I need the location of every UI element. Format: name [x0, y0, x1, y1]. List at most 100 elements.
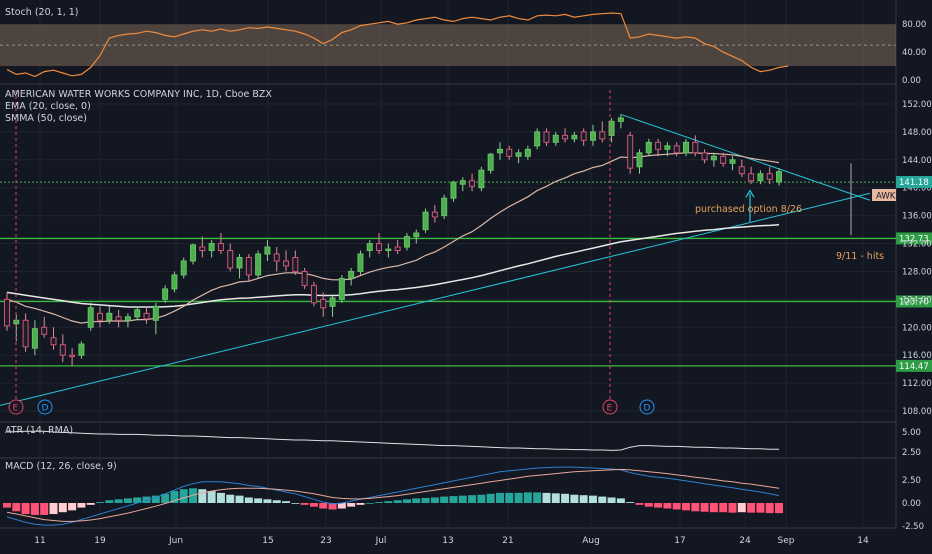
chart-title: AMERICAN WATER WORKS COMPANY INC, 1D, Cb…: [5, 89, 272, 100]
macd-histogram-bar: [598, 496, 607, 503]
macd-histogram-bar: [96, 502, 105, 503]
candle-body: [143, 312, 150, 320]
time-tick-label: 11: [34, 536, 45, 546]
macd-histogram-bar: [105, 500, 114, 503]
candle-body: [78, 343, 85, 356]
macd-histogram-bar: [198, 489, 207, 503]
candle-body: [766, 173, 773, 180]
macd-histogram-bar: [514, 492, 523, 503]
level-price-tag: [896, 232, 932, 245]
macd-histogram-bar: [30, 503, 39, 515]
stoch-tick-label: 80.00: [902, 20, 926, 30]
time-tick-label: 13: [442, 536, 453, 546]
level-price-label: 114.47: [899, 362, 929, 372]
purchase-arrow-head: [745, 189, 755, 198]
candle-body: [124, 316, 131, 321]
candle-body: [441, 197, 448, 217]
candle-body: [227, 250, 234, 269]
candle-body: [729, 159, 736, 164]
earnings-marker-label: E: [13, 404, 19, 414]
macd-histogram-bar: [728, 503, 737, 513]
candle-body: [264, 246, 271, 255]
candle-body: [162, 288, 169, 300]
macd-histogram-bar: [523, 492, 532, 503]
candle-body: [394, 246, 401, 252]
candle-body: [552, 134, 559, 143]
candle-body: [571, 134, 578, 140]
dividend-marker-label: D: [644, 404, 651, 414]
earnings-marker: [8, 399, 24, 415]
macd-histogram-bar: [421, 497, 430, 503]
time-tick-label: 15: [262, 536, 273, 546]
candle-body: [459, 180, 466, 185]
candle-body: [171, 274, 178, 290]
smma-line: [6, 223, 780, 308]
candle-body: [283, 260, 290, 267]
macd-histogram-bar: [12, 503, 21, 512]
candle-body: [106, 312, 113, 321]
macd-histogram-bar: [123, 498, 132, 503]
level-price-tag: [896, 359, 932, 372]
candle-body: [589, 131, 596, 141]
ticker-tag: [872, 189, 896, 201]
candle-body: [255, 253, 262, 276]
candle-body: [152, 305, 159, 321]
stoch-tick-label: 40.00: [902, 48, 926, 58]
macd-histogram-bar: [375, 502, 384, 503]
candle-body: [97, 312, 104, 321]
macd-histogram-bar: [300, 503, 309, 505]
macd-histogram-bar: [765, 503, 774, 514]
macd-histogram-bar: [449, 496, 458, 503]
hits-annotation: 9/11 - hits: [836, 251, 884, 262]
candle-body: [757, 173, 764, 182]
candle-body: [41, 326, 48, 335]
macd-histogram-bar: [291, 503, 300, 504]
macd-histogram-bar: [235, 495, 244, 503]
candle-body: [450, 181, 457, 199]
macd-histogram-bar: [319, 503, 328, 509]
price-tick-label: 144.00: [902, 156, 932, 166]
candle-body: [348, 270, 355, 279]
macd-signal-line: [6, 468, 780, 522]
candle-body: [357, 253, 364, 272]
macd-histogram-bar: [458, 495, 467, 503]
price-tick-label: 132.00: [902, 240, 932, 250]
macd-histogram-bar: [244, 497, 253, 503]
candle-body: [738, 166, 745, 175]
macd-histogram-bar: [384, 501, 393, 503]
candle-body: [431, 211, 438, 218]
macd-histogram-bar: [775, 503, 783, 514]
macd-histogram-bar: [161, 493, 170, 503]
candle-body: [422, 211, 429, 231]
price-tick-label: 128.00: [902, 267, 932, 277]
candle-body: [376, 243, 383, 252]
candle-body: [469, 180, 476, 187]
macd-histogram-bar: [3, 503, 11, 508]
macd-histogram-bar: [402, 499, 411, 503]
ema-legend: EMA (20, close, 0): [5, 101, 91, 112]
macd-histogram-bar: [570, 494, 579, 503]
atr-tick-label: 2.50: [902, 448, 921, 458]
stoch-legend: Stoch (20, 1, 1): [5, 7, 79, 18]
macd-tick-label: -2.50: [902, 522, 924, 532]
candle-body: [50, 337, 57, 346]
macd-histogram-bar: [309, 503, 318, 507]
candle-body: [236, 256, 243, 269]
price-tick-label: 140.00: [902, 184, 932, 194]
purchase-annotation: purchased option 8/26: [695, 204, 802, 215]
atr-tick-label: 5.00: [902, 428, 921, 438]
candle-body: [115, 316, 122, 321]
macd-histogram-bar: [654, 503, 663, 508]
level-price-tag: [896, 295, 932, 308]
macd-histogram-bar: [440, 496, 449, 503]
candle-body: [580, 131, 587, 141]
macd-histogram-bar: [588, 495, 597, 503]
dividend-marker: [639, 399, 655, 415]
level-price-label: 123.70: [899, 297, 929, 307]
macd-histogram-bar: [254, 498, 263, 503]
macd-histogram-bar: [216, 492, 225, 503]
macd-histogram-bar: [151, 495, 160, 503]
candle-body: [617, 117, 624, 122]
macd-histogram-bar: [263, 499, 272, 503]
